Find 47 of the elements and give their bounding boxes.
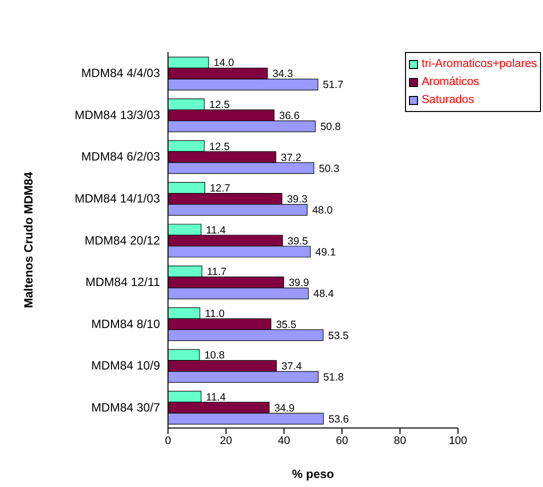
y-tick-label: MDM84 10/9: [91, 358, 160, 373]
data-label: 53.6: [328, 413, 350, 426]
data-label: 39.9: [288, 277, 310, 290]
legend-label: tri-Aromaticos+polares: [422, 57, 537, 72]
data-label: 48.0: [312, 204, 333, 217]
y-tick-label: MDM84 6/2/03: [81, 150, 160, 164]
x-tick-label: 20: [220, 434, 232, 447]
y-tick-label: MDM84 12/11: [86, 275, 160, 290]
data-label: 48.4: [313, 288, 334, 300]
data-label: 34.9: [274, 402, 295, 414]
data-label: 49.1: [315, 246, 336, 258]
y-tick-label: MDM84 20/12: [84, 233, 160, 248]
data-label: 50.8: [320, 121, 341, 134]
data-label: 11.4: [206, 391, 226, 404]
data-label: 39.5: [288, 235, 308, 248]
data-label: 11.7: [206, 266, 227, 278]
data-label: 37.2: [280, 152, 302, 164]
legend-label: Saturados: [422, 93, 474, 108]
data-label: 34.3: [272, 68, 294, 80]
data-label: 37.4: [281, 360, 302, 373]
data-label: 12.7: [210, 182, 230, 195]
data-label: 35.5: [276, 318, 297, 331]
data-label: 12.5: [209, 140, 230, 153]
data-label: 12.5: [209, 99, 230, 112]
x-tick-label: 80: [394, 434, 406, 447]
data-label: 10.8: [204, 350, 225, 362]
data-label: 53.5: [328, 330, 349, 342]
y-tick-label: MDM84 4/4/03: [81, 66, 160, 80]
x-tick-label: 0: [164, 434, 172, 447]
legend-label: Aromáticos: [422, 75, 480, 90]
x-axis-title: % peso: [292, 467, 334, 481]
x-tick-label: 40: [278, 434, 290, 447]
y-tick-label: MDM84 8/10: [91, 316, 160, 331]
y-tick-label: MDM84 30/7: [91, 400, 160, 414]
data-label: 51.7: [322, 79, 344, 92]
y-tick-label: MDM84 13/3/03: [74, 108, 160, 122]
data-label: 11.0: [204, 308, 225, 320]
x-tick-label: 100: [448, 434, 468, 447]
data-label: 51.8: [323, 372, 344, 384]
x-tick-label: 60: [336, 434, 348, 447]
data-label: 50.3: [318, 162, 340, 175]
y-tick-label: MDM84 14/1/03: [74, 191, 160, 206]
data-label: 36.6: [279, 110, 300, 122]
data-label: 11.4: [206, 224, 226, 236]
data-label: 39.3: [286, 194, 308, 206]
y-axis-title: Maltenos Crudo MDM84: [21, 172, 36, 308]
data-label: 14.0: [214, 57, 234, 70]
